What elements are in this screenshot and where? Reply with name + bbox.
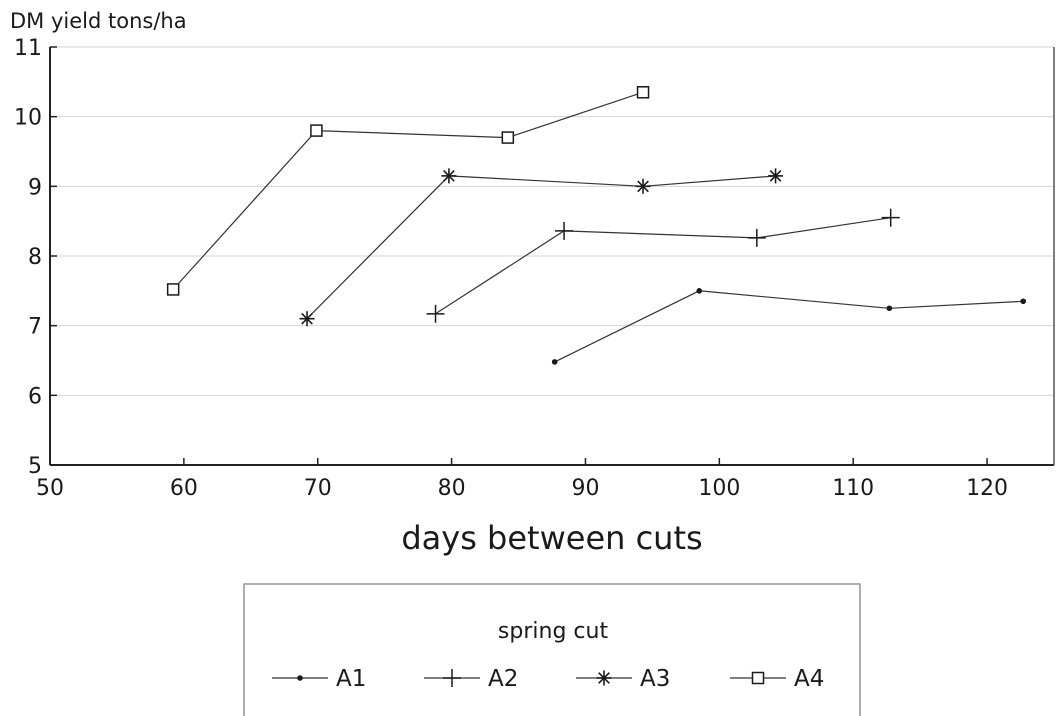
legend-items: A1 A2 A3 A4 — [272, 666, 824, 692]
legend-label-A3: A3 — [640, 666, 670, 692]
series-group — [166, 86, 1027, 365]
x-tick-label-3: 80 — [438, 476, 466, 501]
series-line-A1 — [554, 290, 1024, 363]
data-point-A3-0 — [299, 311, 315, 327]
data-point-A4-2 — [501, 131, 515, 144]
legend-label-A4: A4 — [794, 666, 824, 692]
x-tick-label-1: 60 — [170, 476, 198, 501]
legend-entry-A2: A2 — [424, 666, 518, 692]
y-tick-label-5: 10 — [14, 106, 42, 131]
legend-marker-A4 — [751, 671, 765, 685]
x-tick-label-7: 120 — [966, 476, 1008, 501]
grid-lines — [50, 46, 1054, 396]
y-tick-label-4: 9 — [28, 175, 42, 200]
legend-marker-A2 — [443, 669, 461, 687]
data-point-A4-0 — [166, 283, 180, 296]
data-point-A4-1 — [310, 124, 323, 137]
legend-title: spring cut — [498, 619, 609, 644]
data-point-A3-3 — [768, 168, 784, 184]
x-tick-label-5: 100 — [698, 476, 740, 501]
data-point-A3-2 — [635, 178, 651, 194]
data-point-A3-1 — [441, 168, 457, 184]
data-point-A1-1 — [696, 288, 703, 294]
legend-marker-A1 — [297, 675, 303, 681]
legend-label-A1: A1 — [336, 666, 366, 692]
x-tick-label-4: 90 — [571, 476, 599, 501]
legend-entry-A4: A4 — [730, 666, 824, 692]
series-line-A3 — [306, 175, 776, 320]
y-tick-label-2: 7 — [28, 315, 42, 340]
series-A1 — [551, 288, 1027, 365]
data-point-A2-0 — [426, 304, 445, 323]
legend-label-A2: A2 — [488, 666, 518, 692]
y-tick-label-0: 5 — [28, 454, 42, 479]
data-point-A1-2 — [886, 305, 893, 312]
series-A3 — [299, 168, 784, 327]
legend-marker-A3 — [596, 670, 612, 686]
data-point-A2-2 — [747, 228, 766, 247]
legend-entry-A3: A3 — [576, 666, 670, 692]
series-A2 — [426, 208, 900, 323]
x-axis-label: days between cuts — [401, 519, 702, 557]
series-A4 — [166, 86, 650, 296]
legend: spring cut A1 A2 A3 A4 — [243, 583, 861, 716]
x-tick-label-6: 110 — [832, 476, 874, 501]
y-axis-label: DM yield tons/ha — [10, 9, 187, 33]
series-line-A2 — [435, 217, 891, 315]
x-tick-label-2: 70 — [304, 476, 332, 501]
data-point-A1-3 — [1020, 298, 1027, 305]
y-tick-label-6: 11 — [14, 36, 42, 61]
series-line-A4 — [172, 91, 644, 290]
data-point-A2-3 — [881, 208, 900, 227]
tick-labels: 5 6 7 8 9 10 11 50 60 70 80 90 100 110 120 — [14, 36, 1008, 501]
legend-entry-A1: A1 — [272, 666, 366, 692]
data-point-A1-0 — [551, 359, 558, 365]
y-tick-label-1: 6 — [28, 384, 42, 409]
data-point-A4-3 — [636, 86, 650, 99]
y-tick-label-3: 8 — [28, 245, 42, 270]
data-point-A2-1 — [555, 221, 574, 240]
legend-box — [243, 583, 861, 716]
x-tick-label-0: 50 — [36, 476, 64, 501]
